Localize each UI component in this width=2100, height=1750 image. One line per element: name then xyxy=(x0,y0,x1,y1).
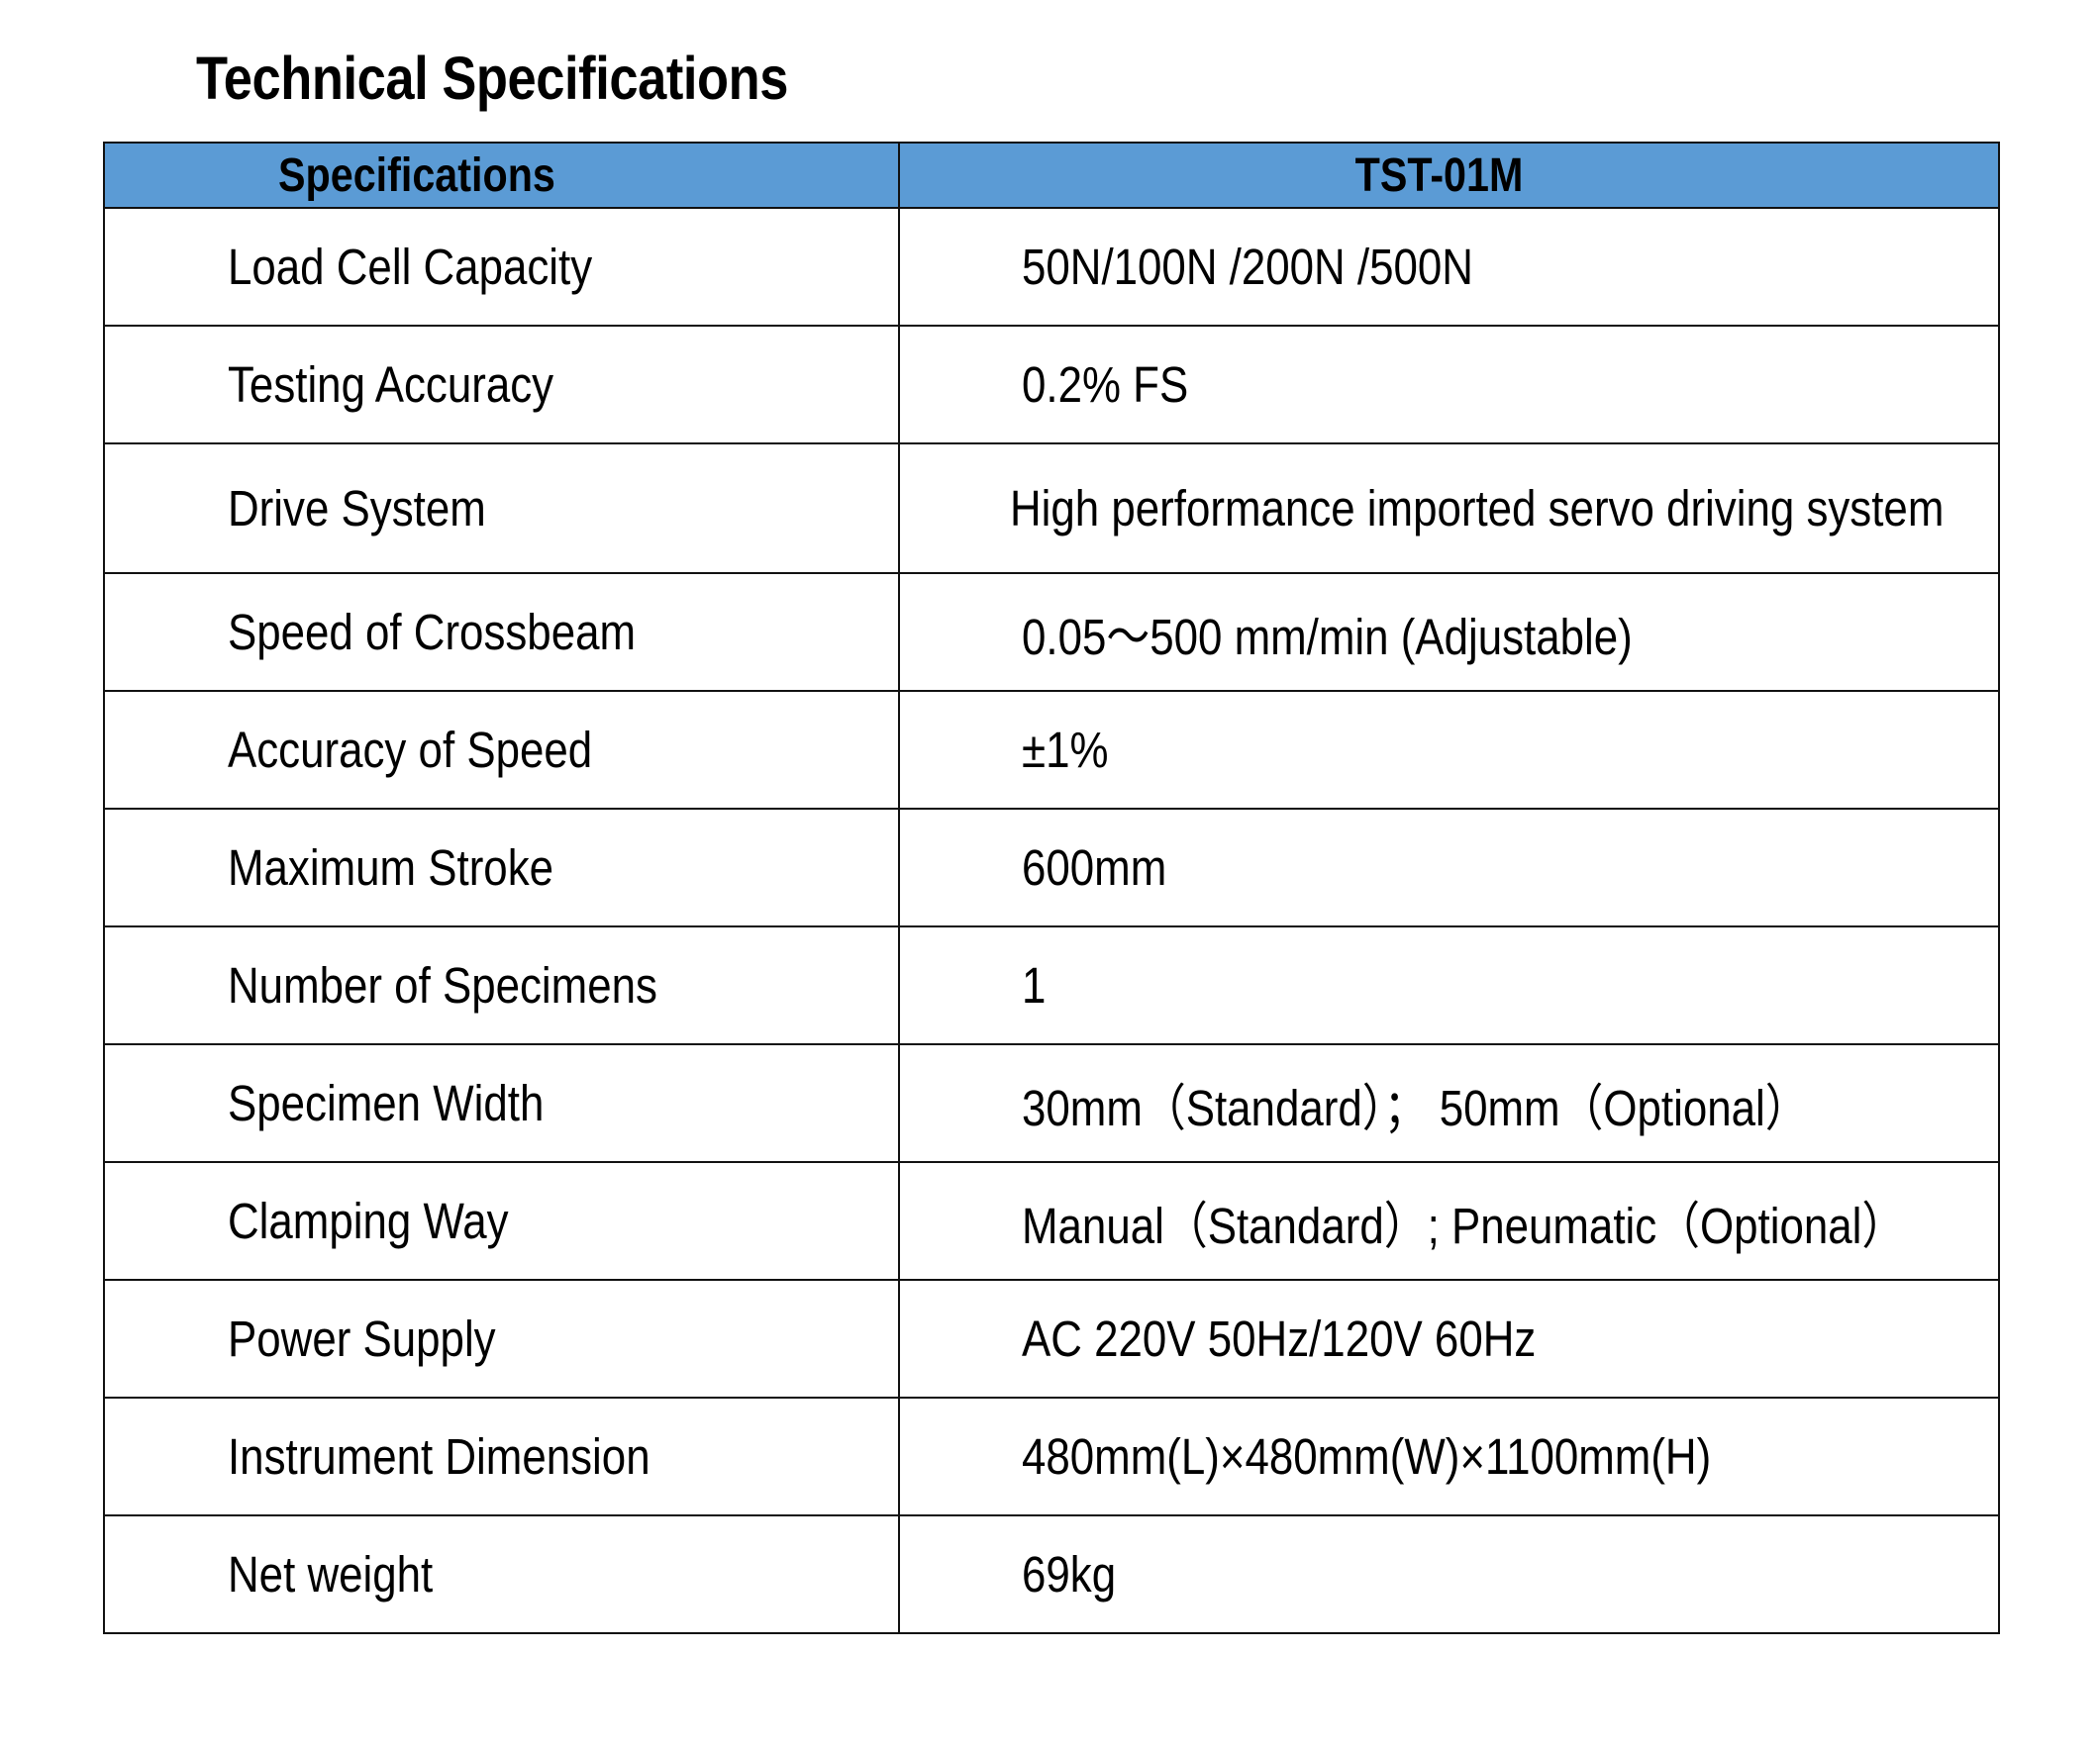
spec-value: 0.2% FS xyxy=(898,325,2000,444)
spec-value: 480mm(L)×480mm(W)×1100mm(H) xyxy=(898,1397,2000,1516)
spec-label: Power Supply xyxy=(103,1279,900,1399)
table-row: Testing Accuracy 0.2% FS xyxy=(103,325,2000,444)
table-row: Instrument Dimension 480mm(L)×480mm(W)×1… xyxy=(103,1397,2000,1516)
spec-label: Testing Accuracy xyxy=(103,325,900,444)
spec-label: Net weight xyxy=(103,1514,900,1634)
table-row: Specimen Width 30mm（Standard）； 50mm（Opti… xyxy=(103,1043,2000,1163)
spec-label: Instrument Dimension xyxy=(103,1397,900,1516)
table-row: Speed of Crossbeam 0.05～500 mm/min (Adju… xyxy=(103,572,2000,692)
spec-value: 0.05～500 mm/min (Adjustable) xyxy=(898,572,2000,692)
table-header-row: Specifications TST-01M xyxy=(103,142,2000,209)
table-row: Load Cell Capacity 50N/100N /200N /500N xyxy=(103,207,2000,327)
spec-label: Load Cell Capacity xyxy=(103,207,900,327)
specifications-table: Specifications TST-01M Load Cell Capacit… xyxy=(103,142,2000,1634)
spec-value: ±1% xyxy=(898,690,2000,810)
table-row: Maximum Stroke 600mm xyxy=(103,808,2000,927)
table-row: Net weight 69kg xyxy=(103,1514,2000,1634)
spec-value: 50N/100N /200N /500N xyxy=(898,207,2000,327)
table-row: Drive System High performance imported s… xyxy=(103,442,2000,574)
header-model: TST-01M xyxy=(898,142,2000,209)
header-specifications: Specifications xyxy=(103,142,900,209)
spec-value: AC 220V 50Hz/120V 60Hz xyxy=(898,1279,2000,1399)
spec-label: Maximum Stroke xyxy=(103,808,900,927)
table-row: Number of Specimens 1 xyxy=(103,925,2000,1045)
table-row: Clamping Way Manual（Standard）; Pneumatic… xyxy=(103,1161,2000,1281)
page-title: Technical Specifications xyxy=(196,45,789,112)
spec-label: Clamping Way xyxy=(103,1161,900,1281)
spec-value: 69kg xyxy=(898,1514,2000,1634)
table-row: Accuracy of Speed ±1% xyxy=(103,690,2000,810)
table-row: Power Supply AC 220V 50Hz/120V 60Hz xyxy=(103,1279,2000,1399)
spec-label: Drive System xyxy=(103,442,900,574)
spec-label: Specimen Width xyxy=(103,1043,900,1163)
spec-value: High performance imported servo driving … xyxy=(898,442,2000,574)
spec-value: 1 xyxy=(898,925,2000,1045)
spec-value: Manual（Standard）; Pneumatic（Optional） xyxy=(898,1161,2000,1281)
spec-label: Speed of Crossbeam xyxy=(103,572,900,692)
spec-value: 600mm xyxy=(898,808,2000,927)
spec-label: Accuracy of Speed xyxy=(103,690,900,810)
spec-label: Number of Specimens xyxy=(103,925,900,1045)
spec-value: 30mm（Standard）； 50mm（Optional） xyxy=(898,1043,2000,1163)
